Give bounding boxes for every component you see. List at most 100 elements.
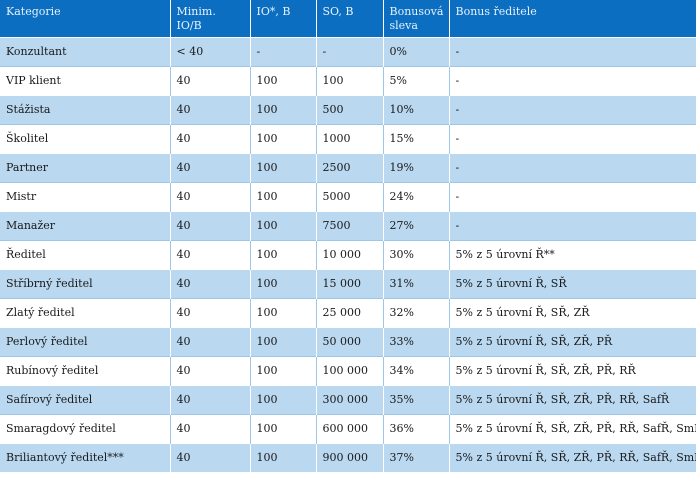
- table-row: Školitel 40 100 1000 15% -: [0, 123, 696, 153]
- cell-minim-io: 40: [170, 442, 251, 472]
- cell-kategorie: VIP klient: [0, 65, 171, 95]
- cell-io: 100: [250, 355, 317, 385]
- cell-so: 300 000: [316, 384, 384, 414]
- cell-minim-io: 40: [170, 152, 251, 182]
- cell-kategorie: Perlový ředitel: [0, 326, 171, 356]
- table-row: Ředitel 40 100 10 000 30% 5% z 5 úrovní Ř**: [0, 239, 696, 269]
- table-row: Briliantový ředitel*** 40 100 900 000 37% 5% …: [0, 442, 696, 472]
- cell-bonusova-sleva: 33%: [383, 326, 450, 356]
- cell-bonusova-sleva: 19%: [383, 152, 450, 182]
- header-bonus-reditele: Bonus ředitele: [449, 0, 696, 37]
- table-row: Safírový ředitel 40 100 300 000 35% 5% z 5 úr…: [0, 384, 696, 414]
- table-row: Partner 40 100 2500 19% -: [0, 152, 696, 182]
- cell-kategorie: Briliantový ředitel***: [0, 442, 171, 472]
- cell-bonusova-sleva: 36%: [383, 413, 450, 443]
- cell-bonusova-sleva: 27%: [383, 210, 450, 240]
- cell-so: 15 000: [316, 268, 384, 298]
- cell-kategorie: Stážista: [0, 94, 171, 124]
- cell-kategorie: Manažer: [0, 210, 171, 240]
- header-so: SO, B: [316, 0, 384, 37]
- table-row: Mistr 40 100 5000 24% -: [0, 181, 696, 211]
- table-row: Perlový ředitel 40 100 50 000 33% 5% z 5 úrov…: [0, 326, 696, 356]
- cell-so: 50 000: [316, 326, 384, 356]
- cell-minim-io: 40: [170, 297, 251, 327]
- cell-io: 100: [250, 210, 317, 240]
- cell-so: 1000: [316, 123, 384, 153]
- header-minim-io: Minim. IO/B: [170, 0, 251, 37]
- cell-bonusova-sleva: 0%: [383, 36, 450, 66]
- cell-bonus-reditele: 5% z 5 úrovní Ř, SŘ, ZŘ, PŘ: [449, 326, 696, 356]
- header-io: IO*, B: [250, 0, 317, 37]
- cell-so: 100 000: [316, 355, 384, 385]
- cell-minim-io: 40: [170, 355, 251, 385]
- cell-bonus-reditele: 5% z 5 úrovní Ř, SŘ, ZŘ, PŘ, RŘ, SafŘ, S…: [449, 413, 696, 443]
- cell-so: 7500: [316, 210, 384, 240]
- cell-kategorie: Mistr: [0, 181, 171, 211]
- cell-so: 500: [316, 94, 384, 124]
- cell-bonusova-sleva: 5%: [383, 65, 450, 95]
- cell-io: 100: [250, 65, 317, 95]
- table-row: Stříbrný ředitel 40 100 15 000 31% 5% z 5 úro…: [0, 268, 696, 298]
- cell-so: 900 000: [316, 442, 384, 472]
- cell-kategorie: Rubínový ředitel: [0, 355, 171, 385]
- cell-bonus-reditele: 5% z 5 úrovní Ř, SŘ: [449, 268, 696, 298]
- cell-kategorie: Zlatý ředitel: [0, 297, 171, 327]
- cell-kategorie: Školitel: [0, 123, 171, 153]
- cell-io: 100: [250, 384, 317, 414]
- cell-kategorie: Stříbrný ředitel: [0, 268, 171, 298]
- cell-io: 100: [250, 413, 317, 443]
- cell-io: 100: [250, 94, 317, 124]
- cell-bonusova-sleva: 10%: [383, 94, 450, 124]
- cell-so: 5000: [316, 181, 384, 211]
- table-row: Manažer 40 100 7500 27% -: [0, 210, 696, 240]
- cell-bonus-reditele: 5% z 5 úrovní Ř**: [449, 239, 696, 269]
- cell-kategorie: Smaragdový ředitel: [0, 413, 171, 443]
- cell-minim-io: 40: [170, 65, 251, 95]
- cell-io: 100: [250, 268, 317, 298]
- cell-bonusova-sleva: 31%: [383, 268, 450, 298]
- table-row: Rubínový ředitel 40 100 100 000 34% 5% z 5 úr…: [0, 355, 696, 385]
- cell-bonus-reditele: 5% z 5 úrovní Ř, SŘ, ZŘ, PŘ, RŘ: [449, 355, 696, 385]
- cell-io: 100: [250, 442, 317, 472]
- cell-minim-io: 40: [170, 326, 251, 356]
- cell-bonus-reditele: -: [449, 65, 696, 95]
- cell-io: 100: [250, 297, 317, 327]
- cell-bonus-reditele: -: [449, 36, 696, 66]
- cell-so: 10 000: [316, 239, 384, 269]
- cell-minim-io: 40: [170, 94, 251, 124]
- cell-bonusova-sleva: 15%: [383, 123, 450, 153]
- cell-so: 25 000: [316, 297, 384, 327]
- cell-minim-io: < 40: [170, 36, 251, 66]
- cell-kategorie: Konzultant: [0, 36, 171, 66]
- header-row: Kategorie Minim. IO/B IO*, B SO, B Bonus…: [0, 0, 696, 37]
- cell-bonus-reditele: -: [449, 123, 696, 153]
- cell-kategorie: Ředitel: [0, 239, 171, 269]
- cell-minim-io: 40: [170, 384, 251, 414]
- header-kategorie: Kategorie: [0, 0, 171, 37]
- cell-bonus-reditele: -: [449, 94, 696, 124]
- cell-io: 100: [250, 239, 317, 269]
- cell-bonusova-sleva: 30%: [383, 239, 450, 269]
- cell-so: -: [316, 36, 384, 66]
- cell-io: -: [250, 36, 317, 66]
- cell-bonus-reditele: 5% z 5 úrovní Ř, SŘ, ZŘ: [449, 297, 696, 327]
- cell-bonusova-sleva: 35%: [383, 384, 450, 414]
- cell-minim-io: 40: [170, 181, 251, 211]
- cell-io: 100: [250, 326, 317, 356]
- cell-so: 600 000: [316, 413, 384, 443]
- cell-bonusova-sleva: 24%: [383, 181, 450, 211]
- table-row: Smaragdový ředitel 40 100 600 000 36% 5% z 5 …: [0, 413, 696, 443]
- cell-minim-io: 40: [170, 239, 251, 269]
- cell-io: 100: [250, 123, 317, 153]
- cell-bonus-reditele: 5% z 5 úrovní Ř, SŘ, ZŘ, PŘ, RŘ, SafŘ: [449, 384, 696, 414]
- cell-kategorie: Safírový ředitel: [0, 384, 171, 414]
- cell-so: 2500: [316, 152, 384, 182]
- table-header: Kategorie Minim. IO/B IO*, B SO, B Bonus…: [0, 0, 696, 37]
- table-row: VIP klient 40 100 100 5% -: [0, 65, 696, 95]
- cell-io: 100: [250, 152, 317, 182]
- cell-minim-io: 40: [170, 210, 251, 240]
- cell-bonus-reditele: -: [449, 152, 696, 182]
- table-row: Konzultant < 40- -0% -: [0, 36, 696, 66]
- table-row: Zlatý ředitel 40 100 25 000 32% 5% z 5 úrovní…: [0, 297, 696, 327]
